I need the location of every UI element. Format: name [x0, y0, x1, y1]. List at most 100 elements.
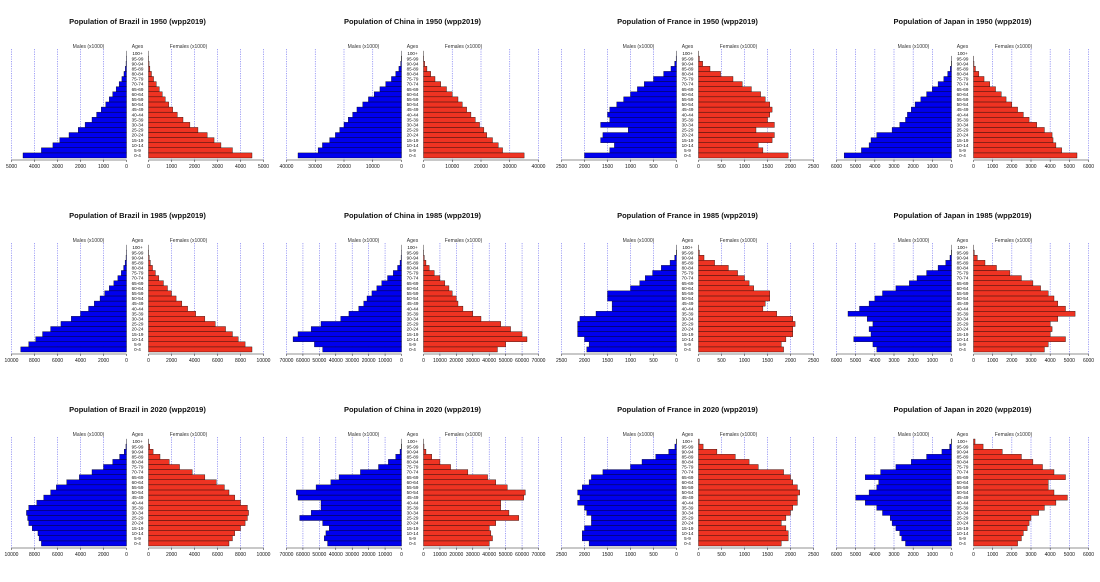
age-label: 65-69: [407, 87, 419, 92]
male-bar: [400, 61, 402, 67]
tick-label: 40000: [482, 358, 496, 364]
pyramid-chart: Population of France in 2020 (wpp2019) Ma…: [556, 405, 819, 558]
tick-label: 1000: [625, 358, 636, 364]
tick-label: 2000: [579, 552, 590, 558]
tick-label: 5000: [6, 164, 17, 170]
age-label: 40-44: [682, 112, 694, 117]
age-label: 80-84: [132, 266, 144, 271]
tick-label: 3000: [1025, 552, 1036, 558]
male-bar: [584, 336, 677, 342]
female-bar: [423, 341, 506, 348]
age-label: 75-79: [957, 77, 969, 82]
female-bar: [973, 142, 1057, 148]
age-label: 90-94: [682, 61, 694, 66]
male-bar: [674, 61, 677, 67]
male-bar: [588, 341, 677, 348]
female-bar: [148, 331, 233, 337]
ages-label: Ages: [132, 432, 144, 438]
female-bar: [423, 260, 427, 266]
male-bar: [609, 117, 677, 123]
age-label: 20-24: [957, 133, 969, 138]
tick-label: 10000: [445, 164, 459, 170]
ages-label: Ages: [682, 238, 694, 244]
female-bar: [423, 336, 528, 342]
male-bar: [609, 106, 677, 113]
male-bar: [899, 530, 952, 536]
male-bar: [123, 265, 127, 271]
age-label: 5-9: [959, 536, 966, 541]
male-bar: [645, 275, 677, 281]
male-bar: [387, 275, 402, 281]
female-bar: [698, 260, 715, 266]
chart-title: Population of France in 1950 (wpp2019): [617, 17, 758, 26]
age-label: 95-99: [132, 444, 144, 449]
male-bar: [121, 270, 127, 276]
male-bar: [26, 510, 127, 516]
age-label: 75-79: [682, 77, 694, 82]
female-bar: [423, 540, 490, 547]
female-bar: [423, 71, 431, 77]
age-label: 65-69: [132, 475, 144, 480]
tick-label: 50000: [499, 358, 513, 364]
age-label: 100+: [407, 51, 418, 56]
female-bar: [423, 525, 490, 531]
age-label: 30-34: [957, 123, 969, 128]
age-label: 50-54: [682, 490, 694, 495]
age-label: 10-14: [682, 337, 694, 342]
age-label: 80-84: [407, 460, 419, 465]
male-bar: [868, 300, 952, 307]
female-bar: [148, 336, 239, 342]
male-bar: [105, 101, 127, 108]
age-label: 65-69: [407, 281, 419, 286]
age-label: 10-14: [682, 531, 694, 536]
tick-label: 8000: [29, 552, 40, 558]
age-label: 85-89: [957, 260, 969, 265]
female-bar: [148, 484, 225, 491]
chart-title: Population of China in 1950 (wpp2019): [344, 17, 482, 26]
male-bar: [644, 81, 677, 87]
female-bar: [423, 152, 525, 159]
tick-label: 60000: [296, 552, 310, 558]
age-label: 100+: [682, 439, 693, 444]
male-bar: [586, 510, 677, 516]
age-label: 55-59: [957, 97, 969, 102]
age-label: 90-94: [682, 449, 694, 454]
male-bar: [320, 321, 402, 327]
female-bar: [423, 300, 459, 307]
tick-label: 2500: [808, 164, 819, 170]
age-label: 20-24: [407, 521, 419, 526]
male-bar: [123, 71, 127, 77]
male-bar: [855, 494, 952, 501]
female-bar: [973, 331, 1051, 337]
tick-label: 40000: [329, 358, 343, 364]
male-bar: [611, 300, 677, 307]
female-bar: [973, 520, 1030, 526]
female-bar: [148, 96, 166, 103]
age-label: 95-99: [682, 444, 694, 449]
female-bar: [698, 479, 793, 486]
female-bar: [423, 510, 510, 516]
age-label: 15-19: [132, 332, 144, 337]
tick-label: 20000: [337, 164, 351, 170]
female-bar: [973, 76, 985, 82]
chart-title: Population of Brazil in 1950 (wpp2019): [69, 17, 206, 26]
female-bar: [698, 86, 752, 92]
female-bar: [698, 280, 750, 286]
age-label: 85-89: [132, 260, 144, 265]
age-label: 10-14: [957, 143, 969, 148]
age-label: 45-49: [132, 301, 144, 306]
age-label: 40-44: [682, 500, 694, 505]
tick-label: 1000: [987, 164, 998, 170]
female-bar: [973, 285, 1041, 292]
female-bar: [698, 285, 754, 292]
female-bar: [423, 454, 432, 460]
female-bar: [973, 311, 1076, 317]
male-bar: [868, 142, 952, 148]
female-bar: [973, 505, 1045, 511]
females-label: Females (x1000): [720, 238, 758, 244]
female-bar: [973, 489, 1055, 496]
tick-label: 2000: [579, 358, 590, 364]
pyramid-panel: Population of France in 2020 (wpp2019) Ma…: [550, 388, 825, 582]
female-bar: [698, 66, 711, 72]
male-bar: [865, 474, 952, 480]
